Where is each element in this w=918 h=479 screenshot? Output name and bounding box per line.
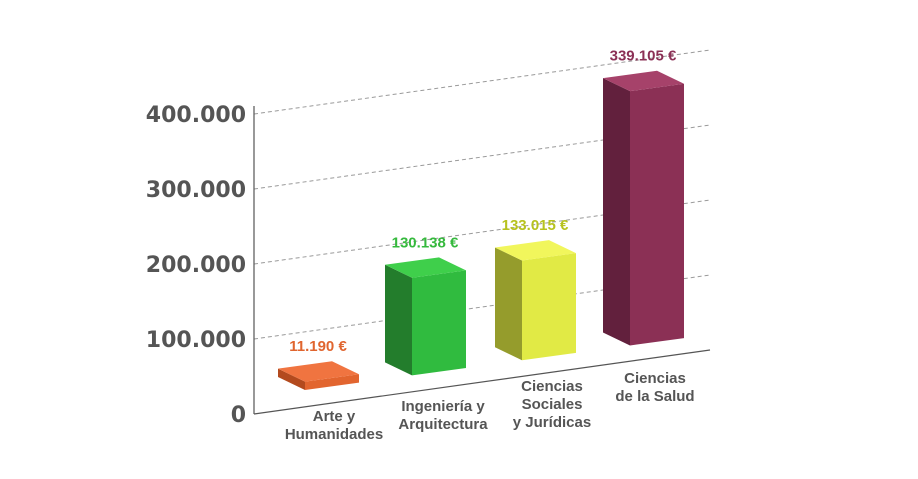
y-tick-label: 0: [231, 403, 246, 428]
y-tick-label: 400.000: [146, 103, 246, 128]
bar-value-label: 130.138 €: [392, 234, 459, 251]
x-axis-line: [253, 349, 711, 415]
bar-value-label: 133.015 €: [502, 217, 569, 234]
bar-front-face: [630, 83, 684, 346]
bar-side-face: [495, 247, 522, 361]
category-label: Arte y Humanidades: [285, 408, 383, 443]
bar: [385, 257, 466, 376]
category-labels: Arte y Humanidades Ingeniería y Arquitectur…: [285, 370, 695, 443]
bar-front-face: [305, 374, 359, 390]
y-axis-ticks: 0 100.000 200.000 300.000 400.000: [146, 103, 246, 428]
bar-value-label: 339.105 €: [610, 48, 677, 65]
axes: [253, 106, 711, 415]
bar-front-face: [522, 253, 576, 361]
y-tick-label: 300.000: [146, 178, 246, 203]
bar-side-face: [385, 264, 412, 376]
bar-side-face: [603, 78, 630, 346]
category-label: Ciencias Sociales y Jurídicas: [513, 378, 591, 431]
bar-value-label: 11.190 €: [289, 338, 347, 355]
bar-side-face: [278, 368, 305, 390]
y-tick-label: 100.000: [146, 328, 246, 353]
category-label: Ingeniería y Arquitectura: [398, 398, 488, 433]
bar-front-face: [412, 270, 466, 376]
value-labels: 11.190 € 130.138 € 133.015 € 339.105 €: [289, 48, 677, 355]
bar-top-face: [278, 361, 359, 382]
bar-top-face: [495, 240, 576, 261]
bar: [603, 70, 684, 346]
bar-top-face: [385, 257, 466, 278]
bars: [278, 70, 684, 390]
y-tick-label: 200.000: [146, 253, 246, 278]
bar: [278, 361, 359, 390]
bar-top-face: [603, 70, 684, 92]
bar: [495, 240, 576, 361]
category-label: Ciencias de la Salud: [615, 370, 694, 405]
